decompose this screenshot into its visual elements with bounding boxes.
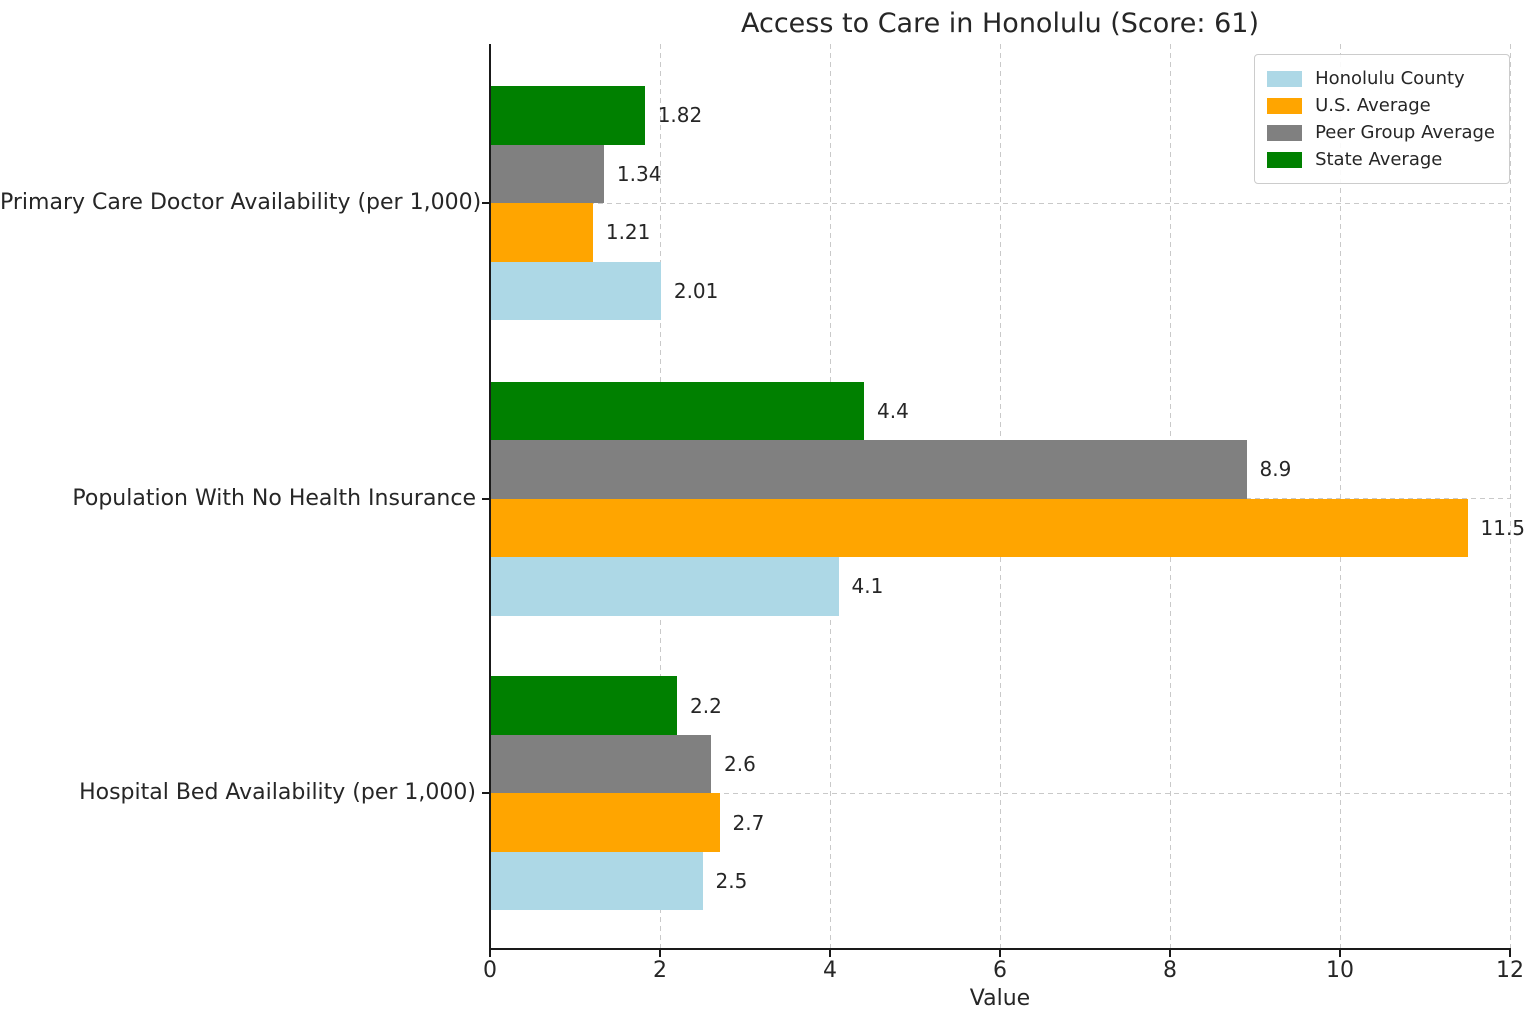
value-label: 2.5 <box>715 869 748 894</box>
bar-peer-group-average <box>490 440 1247 499</box>
value-label: 4.1 <box>851 574 884 599</box>
value-label: 1.82 <box>657 103 703 128</box>
x-tick-label: 0 <box>483 958 497 983</box>
x-tick-label: 12 <box>1496 958 1524 983</box>
value-label: 2.01 <box>673 278 719 303</box>
y-grid-line <box>490 202 1510 204</box>
bar-u-s-average <box>490 498 1468 558</box>
y-tick-label: Primary Care Doctor Availability (per 1,… <box>0 190 482 216</box>
value-label: 2.7 <box>732 810 765 835</box>
bar-state-average <box>490 381 864 441</box>
y-axis-spine <box>489 44 491 950</box>
bar-peer-group-average <box>490 734 711 794</box>
x-tick-mark <box>999 950 1001 957</box>
x-tick-label: 2 <box>653 958 667 983</box>
legend-item: Honolulu County <box>1267 65 1495 92</box>
x-tick-label: 10 <box>1326 958 1354 983</box>
value-label: 1.21 <box>605 220 651 245</box>
x-tick-mark <box>659 950 661 957</box>
x-tick-mark <box>1339 950 1341 957</box>
legend-label: U.S. Average <box>1315 95 1431 116</box>
value-label: 11.5 <box>1480 515 1526 540</box>
legend-item: U.S. Average <box>1267 92 1495 119</box>
x-axis-spine <box>489 948 1511 950</box>
bar-u-s-average <box>490 793 720 852</box>
legend-item: Peer Group Average <box>1267 119 1495 146</box>
legend-item: State Average <box>1267 146 1495 173</box>
x-grid-line <box>1509 44 1511 948</box>
x-axis-label: Value <box>969 986 1031 1011</box>
plot-area: Honolulu County U.S. Average Peer Group Av… <box>490 44 1525 948</box>
y-grid-line <box>490 792 1510 794</box>
legend-label: State Average <box>1315 149 1443 170</box>
value-label: 4.4 <box>877 398 909 423</box>
x-grid-line <box>1339 44 1341 948</box>
y-tick-mark <box>482 497 489 500</box>
chart-title: Access to Care in Honolulu (Score: 61) <box>741 8 1259 39</box>
bar-state-average <box>490 86 645 145</box>
legend-label: Honolulu County <box>1315 68 1465 89</box>
bar-peer-group-average <box>490 144 604 204</box>
value-label: 8.9 <box>1259 457 1292 482</box>
value-label: 1.34 <box>616 161 662 186</box>
value-label: 2.2 <box>690 693 722 718</box>
legend-swatch-peer-group-average <box>1267 124 1303 141</box>
x-tick-label: 4 <box>823 958 837 983</box>
y-tick-mark <box>482 202 489 205</box>
y-tick-mark <box>482 792 489 795</box>
x-tick-label: 6 <box>993 958 1007 983</box>
legend-label: Peer Group Average <box>1315 122 1495 143</box>
x-tick-mark <box>829 950 831 957</box>
legend: Honolulu County U.S. Average Peer Group Av… <box>1254 54 1510 184</box>
legend-swatch-honolulu-county <box>1267 70 1303 87</box>
value-label: 2.6 <box>724 752 756 777</box>
legend-swatch-u-s-average <box>1267 97 1303 114</box>
x-tick-mark <box>1509 950 1511 957</box>
bar-state-average <box>490 676 677 735</box>
x-tick-mark <box>489 950 491 957</box>
x-tick-mark <box>1169 950 1171 957</box>
y-tick-label: Hospital Bed Availability (per 1,000) <box>79 780 476 806</box>
y-tick-label: Population With No Health Insurance <box>72 485 476 511</box>
bar-honolulu-county <box>490 261 661 321</box>
bar-honolulu-county <box>490 851 703 911</box>
bar-honolulu-county <box>490 557 839 616</box>
bar-u-s-average <box>490 203 593 262</box>
legend-swatch-state-average <box>1267 151 1303 168</box>
x-tick-label: 8 <box>1163 958 1177 983</box>
